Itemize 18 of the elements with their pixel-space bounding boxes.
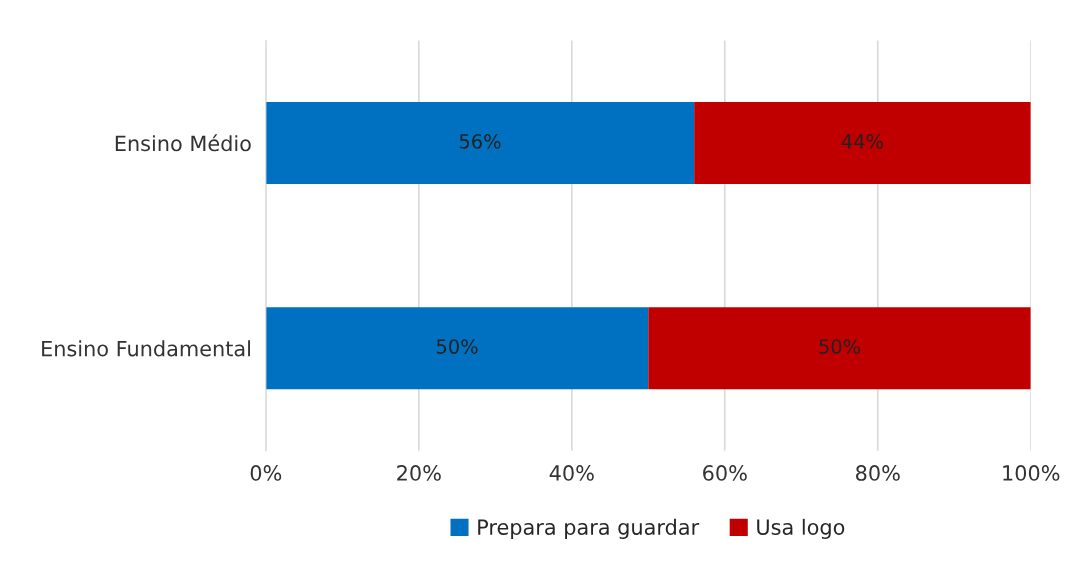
legend-label: Prepara para guardar [478, 518, 700, 539]
legend-label: Usa logo [757, 518, 845, 539]
data-label: 50% [819, 339, 861, 354]
bar [648, 307, 1031, 390]
bar [265, 102, 695, 185]
data-label: 56% [459, 133, 501, 149]
x-tick-label: 100% [1003, 465, 1060, 481]
y-tick-label: Ensino Médio [115, 134, 251, 152]
x-tick-label: 40% [549, 465, 594, 481]
y-tick-label: Ensino Fundamental [42, 340, 250, 357]
x-tick-label: 60% [703, 465, 747, 481]
data-label: 44% [841, 133, 883, 149]
x-tick-label: 80% [856, 465, 900, 481]
x-tick-label: 0% [250, 465, 282, 481]
x-tick-label: 20% [397, 465, 441, 481]
bar [265, 307, 649, 390]
bar [694, 102, 1031, 185]
data-label: 50% [436, 339, 478, 354]
